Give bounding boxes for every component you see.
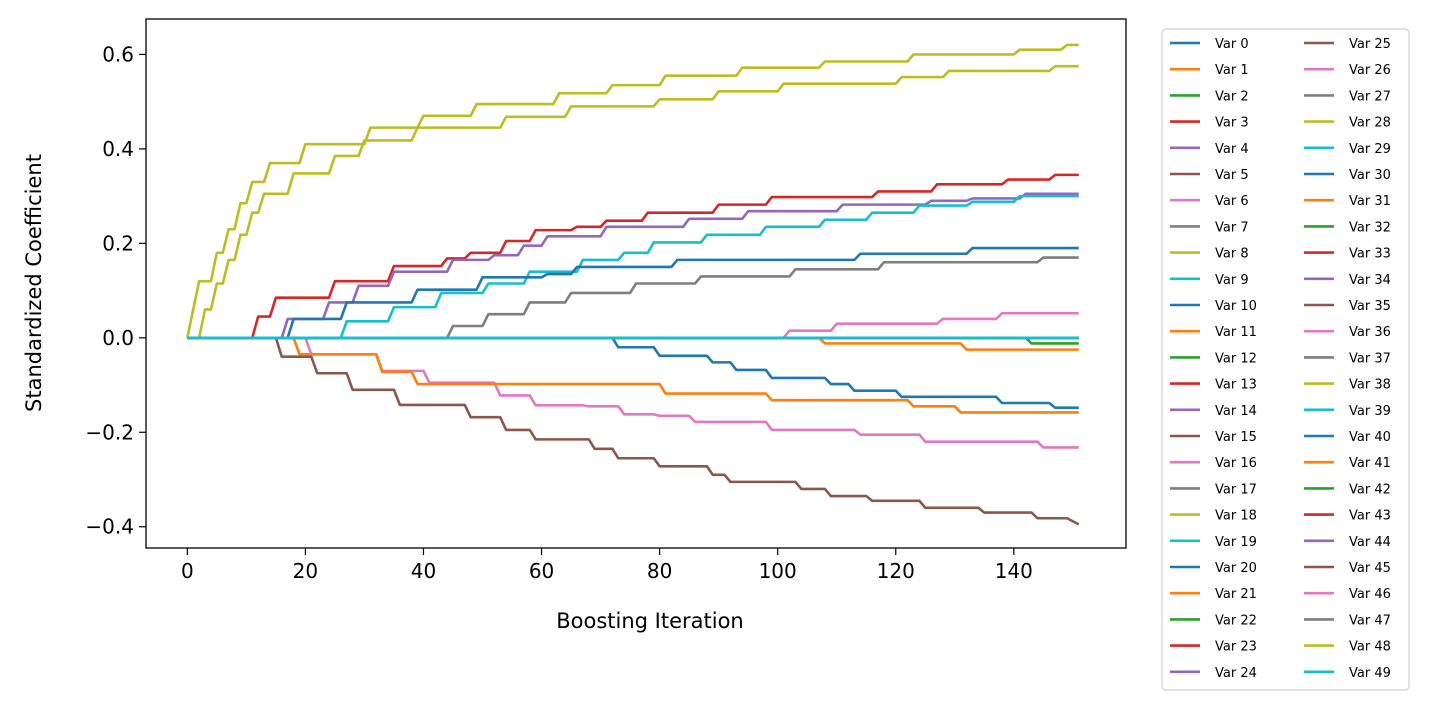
legend-label: Var 22 (1215, 613, 1257, 628)
legend-label: Var 29 (1349, 142, 1391, 157)
series-line-var-5 (187, 336, 1080, 526)
legend-label: Var 39 (1349, 404, 1391, 419)
legend-label: Var 31 (1349, 194, 1391, 209)
y-axis: −0.4 −0.2 0.0 0.2 0.4 0.6 (85, 42, 146, 539)
legend-label: Var 44 (1349, 535, 1391, 550)
legend-frame (1161, 28, 1410, 691)
legend-label: Var 41 (1349, 456, 1391, 471)
x-tick-label: 80 (647, 559, 672, 583)
legend-label: Var 16 (1215, 456, 1257, 471)
x-tick-label: 60 (529, 559, 554, 583)
x-tick-label: 0 (181, 559, 194, 583)
x-axis: 0 20 40 60 80 100 120 140 (181, 548, 1033, 583)
x-tick-label: 120 (877, 559, 915, 583)
legend-label: Var 9 (1215, 273, 1249, 288)
legend-label: Var 15 (1215, 430, 1257, 445)
x-tick-label: 140 (995, 559, 1033, 583)
legend-label: Var 49 (1349, 666, 1391, 681)
legend-label: Var 34 (1349, 273, 1391, 288)
y-tick-label: 0.0 (102, 326, 134, 350)
y-tick-label: 0.4 (102, 137, 134, 161)
legend-label: Var 21 (1215, 587, 1257, 602)
legend-label: Var 28 (1349, 116, 1391, 131)
x-axis-label: Boosting Iteration (556, 609, 744, 633)
legend-label: Var 43 (1349, 509, 1391, 524)
x-tick-label: 40 (411, 559, 436, 583)
legend-label: Var 8 (1215, 247, 1249, 262)
series-line-var-3 (187, 173, 1079, 340)
legend-label: Var 25 (1349, 37, 1391, 52)
legend-label: Var 47 (1349, 613, 1391, 628)
y-axis-label: Standardized Coefficient (22, 154, 46, 412)
legend-label: Var 14 (1215, 404, 1257, 419)
plot-frame (145, 18, 1127, 549)
legend-label: Var 30 (1349, 168, 1391, 183)
x-tick-label: 20 (293, 559, 318, 583)
legend-label: Var 37 (1349, 351, 1391, 366)
legend-label: Var 35 (1349, 299, 1391, 314)
legend-label: Var 42 (1349, 482, 1391, 497)
legend-label: Var 45 (1349, 561, 1391, 576)
legend-label: Var 18 (1215, 509, 1257, 524)
series-line-var-11 (187, 336, 1079, 414)
y-tick-label: −0.2 (85, 420, 134, 444)
legend-label: Var 48 (1349, 640, 1391, 655)
series-line-var-18 (187, 64, 1079, 340)
series-line-var-9 (187, 194, 1079, 340)
y-tick-label: −0.4 (85, 515, 134, 539)
series-line-var-8 (186, 43, 1079, 339)
legend-label: Var 40 (1349, 430, 1391, 445)
legend: Var 0 Var 1 Var 2 Var 3 Var 4 Var 5 Var 6 Var 7… (1161, 28, 1410, 691)
series-line-var-20 (187, 336, 1079, 410)
legend-label: Var 1 (1215, 63, 1249, 78)
legend-label: Var 36 (1349, 325, 1391, 340)
legend-label: Var 12 (1215, 351, 1257, 366)
series-line-var-10 (187, 246, 1079, 340)
legend-label: Var 46 (1349, 587, 1391, 602)
legend-label: Var 6 (1215, 194, 1249, 209)
legend-label: Var 2 (1215, 89, 1249, 104)
legend-label: Var 0 (1215, 37, 1249, 52)
legend-label: Var 26 (1349, 63, 1391, 78)
legend-label: Var 4 (1215, 142, 1249, 157)
legend-label: Var 3 (1215, 116, 1249, 131)
series-line-var-26 (187, 311, 1079, 340)
y-tick-label: 0.6 (102, 42, 134, 66)
legend-label: Var 13 (1215, 378, 1257, 393)
legend-label: Var 7 (1215, 220, 1249, 235)
y-tick-label: 0.2 (102, 231, 134, 255)
series-line-var-4 (187, 192, 1079, 340)
legend-label: Var 27 (1349, 89, 1391, 104)
legend-label: Var 10 (1215, 299, 1257, 314)
legend-label: Var 38 (1349, 378, 1391, 393)
legend-label: Var 19 (1215, 535, 1257, 550)
x-tick-label: 100 (759, 559, 797, 583)
legend-label: Var 33 (1349, 247, 1391, 262)
legend-label: Var 32 (1349, 220, 1391, 235)
legend-label: Var 24 (1215, 666, 1257, 681)
legend-label: Var 20 (1215, 561, 1257, 576)
series-line-var-7 (187, 256, 1079, 340)
legend-label: Var 17 (1215, 482, 1257, 497)
legend-label: Var 23 (1215, 640, 1257, 655)
legend-label: Var 5 (1215, 168, 1249, 183)
series-layer (186, 43, 1080, 526)
legend-label: Var 11 (1215, 325, 1257, 340)
